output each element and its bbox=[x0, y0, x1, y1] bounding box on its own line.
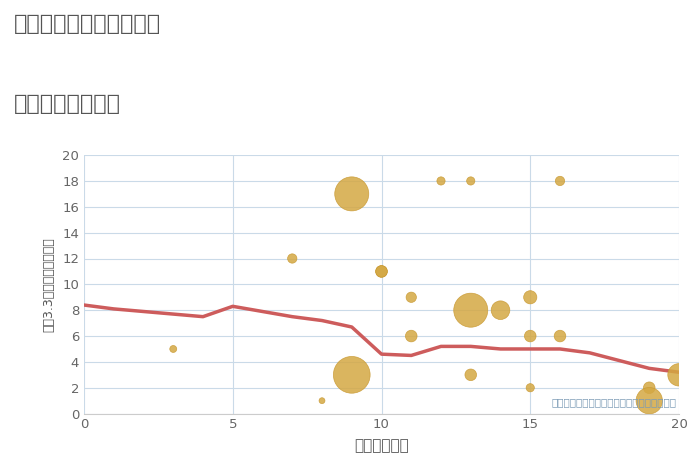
Point bbox=[435, 177, 447, 185]
Point bbox=[525, 293, 536, 301]
Point bbox=[673, 371, 685, 379]
Point bbox=[465, 371, 476, 379]
Point bbox=[287, 255, 298, 262]
Point bbox=[465, 306, 476, 314]
Point bbox=[644, 384, 655, 392]
Point bbox=[406, 293, 417, 301]
Point bbox=[554, 177, 566, 185]
Text: 円の大きさは、取引のあった物件面積を示す: 円の大きさは、取引のあった物件面積を示す bbox=[551, 397, 676, 407]
Point bbox=[465, 177, 476, 185]
Point bbox=[525, 384, 536, 392]
Point bbox=[168, 345, 179, 352]
Y-axis label: 坪（3.3㎡）単価（万円）: 坪（3.3㎡）単価（万円） bbox=[42, 237, 55, 332]
Point bbox=[346, 190, 357, 197]
Point bbox=[554, 332, 566, 340]
Point bbox=[316, 397, 328, 404]
X-axis label: 駅距離（分）: 駅距離（分） bbox=[354, 439, 409, 454]
Text: 三重県伊賀市上野西町の: 三重県伊賀市上野西町の bbox=[14, 14, 161, 34]
Point bbox=[346, 371, 357, 379]
Point bbox=[644, 397, 655, 404]
Point bbox=[525, 332, 536, 340]
Point bbox=[376, 267, 387, 275]
Point bbox=[376, 267, 387, 275]
Point bbox=[495, 306, 506, 314]
Point bbox=[406, 332, 417, 340]
Text: 駅距離別土地価格: 駅距離別土地価格 bbox=[14, 94, 121, 114]
